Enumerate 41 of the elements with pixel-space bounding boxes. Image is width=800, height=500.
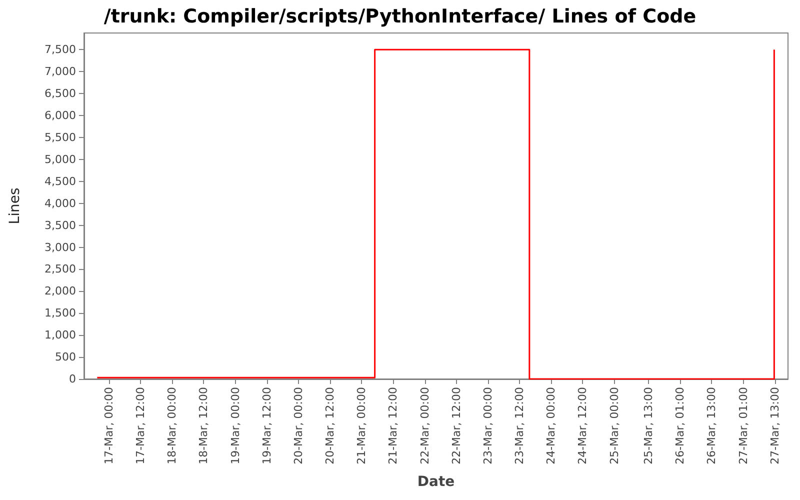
y-tick-label: 6,500 [44,87,76,100]
y-tick-label: 4,500 [44,174,76,188]
x-tick-label: 18-Mar, 12:00 [197,387,210,464]
y-tick-label: 3,000 [44,240,76,254]
y-tick-label: 7,500 [44,43,76,56]
y-tick-label: 500 [55,350,76,364]
y-tick-label: 0 [69,372,76,386]
x-tick-label: 22-Mar, 00:00 [418,387,432,464]
x-tick-label: 20-Mar, 00:00 [292,387,305,464]
x-tick-label: 22-Mar, 12:00 [450,387,463,464]
x-tick-label: 21-Mar, 12:00 [386,387,400,464]
x-tick-label: 17-Mar, 12:00 [134,387,148,464]
y-tick-label: 1,500 [44,306,76,320]
x-tick-label: 27-Mar, 01:00 [736,387,750,464]
x-tick-label: 21-Mar, 00:00 [355,387,368,464]
x-tick-label: 19-Mar, 12:00 [260,387,274,464]
x-axis-title: Date [417,474,455,490]
y-tick-label: 5,500 [44,131,76,144]
y-tick-label: 4,000 [44,196,76,210]
x-tick-label: 20-Mar, 12:00 [324,387,337,464]
y-tick-label: 3,500 [44,218,76,232]
x-tick-label: 17-Mar, 00:00 [102,387,116,464]
y-tick-label: 2,500 [44,262,76,276]
x-tick-label: 23-Mar, 12:00 [513,387,526,464]
x-tick-label: 24-Mar, 12:00 [576,387,590,464]
x-tick-label: 19-Mar, 00:00 [228,387,242,464]
y-tick-label: 7,000 [44,65,76,78]
x-tick-label: 23-Mar, 00:00 [481,387,494,464]
x-tick-label: 18-Mar, 00:00 [166,387,179,464]
x-tick-label: 24-Mar, 00:00 [544,387,558,464]
x-tick-label: 25-Mar, 13:00 [642,387,656,464]
x-tick-label: 26-Mar, 13:00 [705,387,718,464]
x-tick-label: 27-Mar, 13:00 [768,387,782,464]
x-tick-label: 25-Mar, 00:00 [608,387,621,464]
y-tick-label: 5,000 [44,152,76,166]
y-tick-label: 6,000 [44,109,76,122]
chart-title: /trunk: Compiler/scripts/PythonInterface/ Lines of Code [104,6,696,28]
y-tick-label: 1,000 [44,328,76,342]
y-tick-label: 2,000 [44,284,76,298]
x-tick-label: 26-Mar, 01:00 [674,387,687,464]
y-axis-title: Lines [7,188,23,224]
